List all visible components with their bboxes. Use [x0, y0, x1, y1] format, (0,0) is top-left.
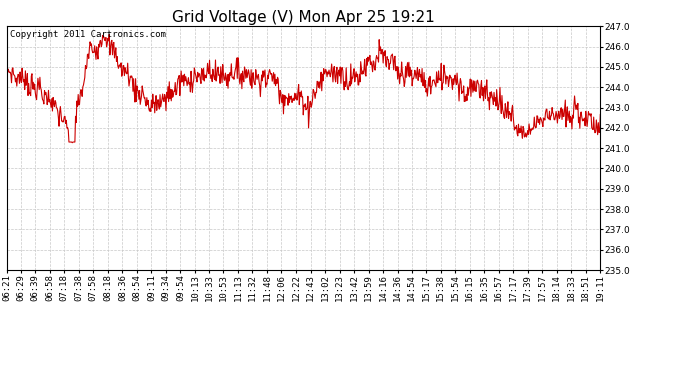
Text: Copyright 2011 Cartronics.com: Copyright 2011 Cartronics.com: [10, 30, 166, 39]
Title: Grid Voltage (V) Mon Apr 25 19:21: Grid Voltage (V) Mon Apr 25 19:21: [172, 10, 435, 25]
